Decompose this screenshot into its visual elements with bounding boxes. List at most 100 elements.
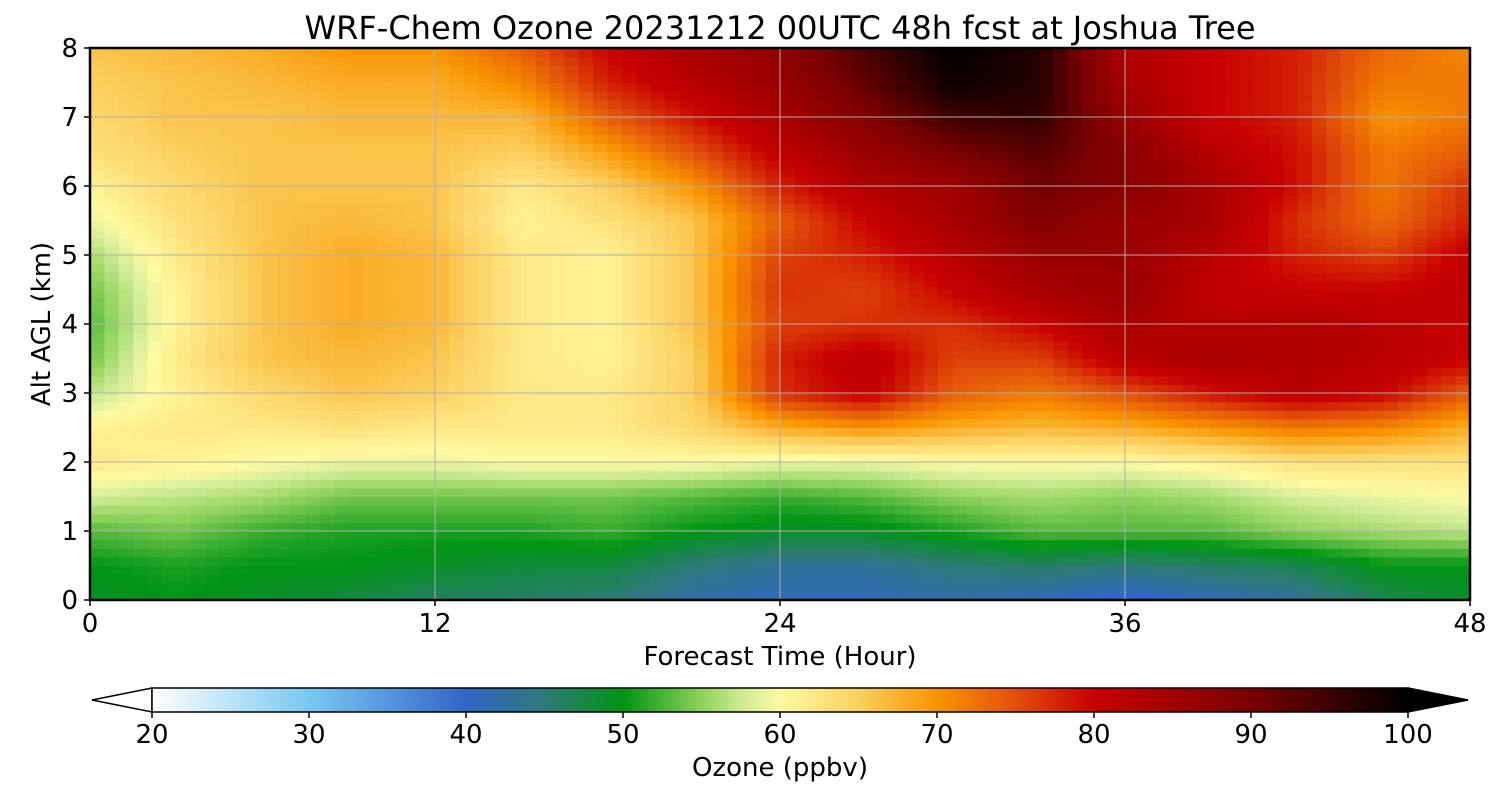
heatmap-cell xyxy=(837,453,853,463)
heatmap-cell xyxy=(607,160,623,170)
heatmap-cell xyxy=(895,418,910,429)
heatmap-cell xyxy=(1412,194,1428,204)
heatmap-cell xyxy=(334,522,350,532)
heatmap-cell xyxy=(765,418,781,429)
heatmap-cell xyxy=(895,289,910,299)
heatmap-cell xyxy=(176,401,192,411)
heatmap-cell xyxy=(1297,591,1313,600)
heatmap-cell xyxy=(1311,531,1327,541)
heatmap-cell xyxy=(780,470,795,480)
heatmap-cell xyxy=(593,272,609,282)
heatmap-cell xyxy=(1311,393,1327,403)
heatmap-cell xyxy=(248,462,264,472)
heatmap-cell xyxy=(995,272,1011,282)
heatmap-cell xyxy=(391,444,407,454)
heatmap-cell xyxy=(550,203,565,213)
heatmap-cell xyxy=(363,203,379,213)
heatmap-cell xyxy=(607,177,623,187)
heatmap-cell xyxy=(966,505,982,515)
heatmap-cell xyxy=(952,410,968,420)
heatmap-cell xyxy=(593,367,609,377)
heatmap-cell xyxy=(751,531,767,541)
heatmap-cell xyxy=(90,177,105,187)
heatmap-cell xyxy=(1326,539,1342,549)
heatmap-cell xyxy=(1340,160,1356,170)
heatmap-cell xyxy=(1153,229,1169,239)
heatmap-cell xyxy=(1455,298,1470,308)
heatmap-cell xyxy=(1038,401,1054,411)
heatmap-cell xyxy=(377,349,393,360)
heatmap-cell xyxy=(391,246,407,256)
heatmap-cell xyxy=(665,496,680,506)
heatmap-cell xyxy=(535,427,551,437)
heatmap-cell xyxy=(1053,246,1069,256)
heatmap-cell xyxy=(593,246,609,256)
heatmap-cell xyxy=(1369,505,1385,515)
heatmap-cell xyxy=(1326,436,1342,446)
heatmap-cell xyxy=(276,341,292,351)
heatmap-cell xyxy=(1225,496,1241,506)
heatmap-cell xyxy=(305,505,321,515)
heatmap-cell xyxy=(665,272,680,282)
heatmap-cell xyxy=(391,263,407,273)
heatmap-cell xyxy=(593,574,609,584)
heatmap-cell xyxy=(981,151,997,161)
heatmap-cell xyxy=(1081,393,1097,403)
heatmap-cell xyxy=(665,203,680,213)
heatmap-cell xyxy=(1110,410,1126,420)
heatmap-cell xyxy=(780,272,795,282)
heatmap-cell xyxy=(650,539,666,549)
heatmap-cell xyxy=(837,341,853,351)
heatmap-cell xyxy=(1053,401,1069,411)
heatmap-cell xyxy=(722,453,738,463)
heatmap-cell xyxy=(1125,410,1140,420)
heatmap-cell xyxy=(492,513,508,523)
heatmap-cell xyxy=(133,393,149,403)
heatmap-cell xyxy=(837,496,853,506)
heatmap-cell xyxy=(1268,324,1284,334)
heatmap-cell xyxy=(1297,513,1313,523)
heatmap-cell xyxy=(621,194,637,204)
heatmap-cell xyxy=(636,177,652,187)
heatmap-cell xyxy=(233,453,249,463)
heatmap-cell xyxy=(765,151,781,161)
heatmap-cell xyxy=(1096,211,1112,222)
heatmap-cell xyxy=(1369,418,1385,429)
heatmap-cell xyxy=(650,272,666,282)
heatmap-cell xyxy=(1153,522,1169,532)
heatmap-cell xyxy=(1240,280,1255,291)
heatmap-cell xyxy=(90,522,105,532)
heatmap-cell xyxy=(621,168,637,178)
heatmap-cell xyxy=(995,255,1011,265)
heatmap-cell xyxy=(981,160,997,170)
heatmap-cell xyxy=(334,462,350,472)
heatmap-cell xyxy=(90,401,105,411)
heatmap-cell xyxy=(895,548,910,558)
heatmap-cell xyxy=(636,211,652,222)
heatmap-cell xyxy=(1240,522,1255,532)
heatmap-cell xyxy=(435,539,450,549)
heatmap-cell xyxy=(1355,255,1370,265)
heatmap-cell xyxy=(679,582,695,592)
heatmap-cell xyxy=(1139,427,1155,437)
heatmap-cell xyxy=(1053,565,1069,575)
heatmap-cell xyxy=(794,470,810,480)
heatmap-cell xyxy=(966,548,982,558)
heatmap-cell xyxy=(190,453,206,463)
heatmap-cell xyxy=(650,341,666,351)
heatmap-cell xyxy=(176,220,192,230)
heatmap-cell xyxy=(348,315,364,325)
heatmap-cell xyxy=(1340,272,1356,282)
heatmap-cell xyxy=(1139,315,1155,325)
heatmap-cell xyxy=(1010,496,1025,506)
heatmap-cell xyxy=(1139,246,1155,256)
heatmap-cell xyxy=(564,539,580,549)
heatmap-cell xyxy=(1225,444,1241,454)
heatmap-cell xyxy=(463,384,479,394)
heatmap-cell xyxy=(248,203,264,213)
heatmap-cell xyxy=(219,349,235,360)
heatmap-cell xyxy=(722,151,738,161)
heatmap-cell xyxy=(765,229,781,239)
heatmap-cell xyxy=(736,565,752,575)
heatmap-cell xyxy=(794,531,810,541)
